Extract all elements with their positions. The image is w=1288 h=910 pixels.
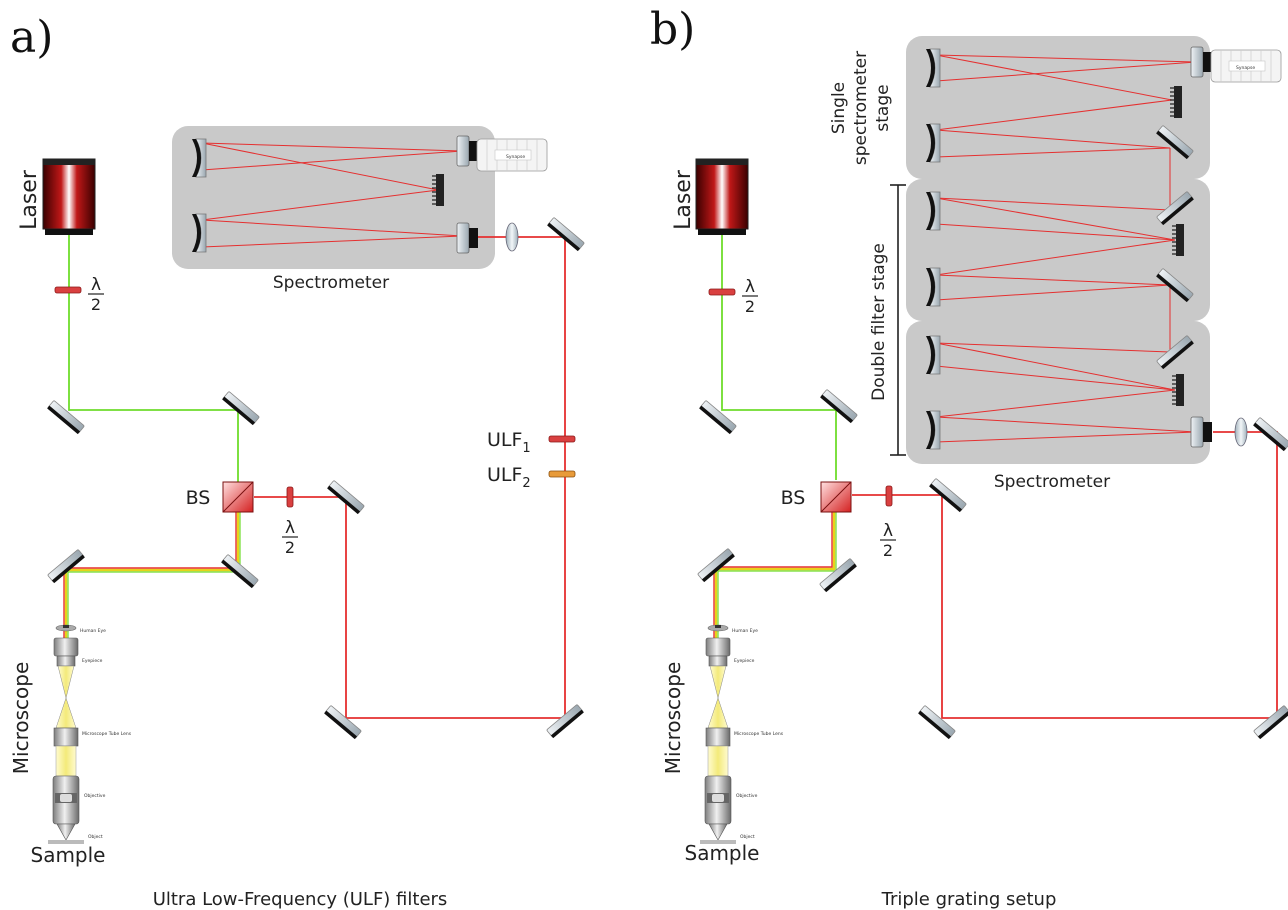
beam-splitter — [222, 481, 254, 513]
camera-brand: Synapse — [506, 154, 525, 160]
half-wave-num-2: λ — [285, 518, 295, 538]
mirror-b4 — [818, 557, 858, 593]
double-stage-bracket — [890, 184, 906, 456]
panel-a: a) Synapse Spectrometer Laser — [9, 12, 586, 910]
ulf1-filter — [548, 435, 576, 443]
bs-label: BS — [186, 487, 211, 509]
single-stage-box — [906, 36, 1210, 179]
half-wave-plate-b2 — [885, 485, 893, 507]
ulf2-label: ULF2 — [487, 464, 531, 491]
object-b-label: Object — [740, 834, 755, 840]
lens-b-icon — [1234, 417, 1248, 447]
single-stage-label-3: stage — [873, 84, 893, 131]
mirror-a2 — [221, 390, 261, 426]
laser-icon — [42, 158, 96, 236]
panel-a-letter: a) — [10, 12, 53, 63]
microscope-b-icon — [699, 624, 737, 845]
tube-lens-b-label: Microscope Tube Lens — [734, 731, 784, 737]
sample-b-label: Sample — [685, 841, 760, 865]
mirror-b6 — [917, 704, 957, 740]
half-wave-den-1: 2 — [91, 295, 101, 314]
half-wave-den-2: 2 — [285, 538, 295, 557]
camera-b-brand: Synapse — [1236, 65, 1255, 71]
spectrometer-label: Spectrometer — [273, 273, 389, 293]
beam-paths-a — [63, 232, 566, 719]
panel-b: b) — [650, 4, 1288, 910]
mirror-b1 — [698, 399, 738, 435]
filter-stage-2-box — [906, 321, 1210, 464]
laser-b-label: Laser — [671, 169, 696, 230]
panel-b-caption: Triple grating setup — [881, 889, 1057, 910]
object-label: Object — [88, 834, 103, 840]
microscope-icon — [47, 624, 85, 845]
mirror-b7 — [1252, 704, 1288, 740]
tube-lens-label: Microscope Tube Lens — [82, 731, 132, 737]
half-wave-den-b2: 2 — [883, 541, 893, 560]
eyepiece-label: Eyepiece — [82, 658, 103, 664]
lens-icon — [505, 222, 519, 252]
laser-label: Laser — [17, 169, 42, 230]
panel-b-letter: b) — [650, 4, 695, 55]
single-stage-label-2: spectrometer — [851, 51, 871, 165]
spectrometer-beam-paths-b — [935, 54, 1197, 443]
beam-splitter-b — [820, 481, 852, 513]
filter-stage-1-box — [906, 179, 1210, 321]
panel-a-caption: Ultra Low-Frequency (ULF) filters — [153, 889, 448, 910]
half-wave-num-b2: λ — [883, 521, 893, 541]
human-eye-label: Human Eye — [80, 628, 106, 634]
mirror-b8 — [1252, 416, 1288, 452]
eyepiece-b-label: Eyepiece — [734, 658, 755, 664]
single-stage-label-1: Single — [829, 82, 849, 134]
half-wave-den-b1: 2 — [745, 297, 755, 316]
ulf1-label: ULF1 — [487, 429, 531, 456]
human-eye-b-label: Human Eye — [732, 628, 758, 634]
objective-b-label: Objective — [736, 793, 758, 799]
mirror-a6 — [323, 704, 363, 740]
microscope-b-label: Microscope — [661, 662, 685, 774]
spectrometer-beam-paths — [201, 142, 463, 248]
half-wave-plate-b1 — [708, 288, 736, 296]
beam-paths-b — [713, 232, 1278, 719]
mirror-b2 — [819, 388, 859, 424]
microscope-label: Microscope — [9, 662, 33, 774]
sample-label: Sample — [31, 843, 106, 867]
half-wave-plate-1 — [54, 286, 82, 294]
half-wave-plate-2 — [286, 486, 294, 508]
half-wave-num-b1: λ — [745, 277, 755, 297]
bs-b-label: BS — [781, 487, 806, 509]
double-stage-label: Double filter stage — [869, 243, 889, 401]
ulf2-filter — [548, 470, 576, 478]
mirror-a1 — [46, 399, 86, 435]
half-wave-num-1: λ — [91, 275, 101, 295]
laser-b-icon — [695, 158, 749, 236]
objective-label: Objective — [84, 793, 106, 799]
spectrometer-b-label: Spectrometer — [994, 472, 1110, 492]
